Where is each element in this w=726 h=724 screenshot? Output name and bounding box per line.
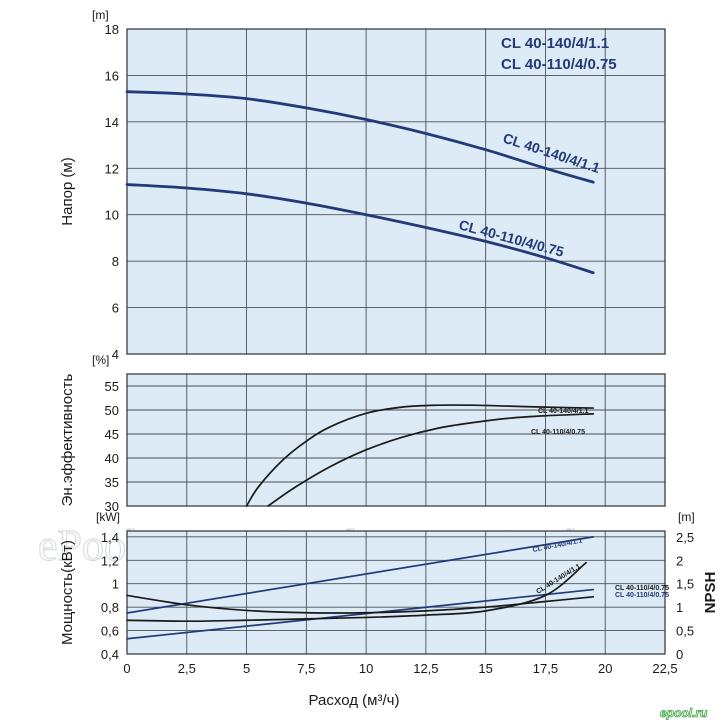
epool-logo: epool.ru	[660, 706, 709, 721]
y-tick-label: 1	[112, 577, 119, 592]
y2-tick-label: 2,5	[676, 530, 694, 545]
y-tick-label: 30	[105, 499, 119, 514]
series-line-head	[125, 90, 595, 184]
y-unit-label: [kW]	[96, 510, 120, 524]
x-axis-title: Расход (м³/ч)	[309, 692, 400, 709]
y2-tick-label: 0	[676, 647, 683, 662]
y-tick-label: 0,8	[101, 600, 119, 615]
panel-efficiency: 30 35 40 45 50 55 [%] Эн.эффективность CL 40-140…	[59, 353, 666, 514]
logo-text: epool.ru	[660, 706, 708, 720]
series-label: CL 40-110/4/0.75	[615, 585, 669, 592]
y2-tick-label: 2	[676, 553, 683, 568]
plot-area	[127, 29, 665, 354]
x-tick-label: 2,5	[178, 661, 196, 676]
series-label: CL 40-110/4/0.75	[531, 429, 585, 436]
y-tick-label: 16	[105, 68, 119, 83]
series-line-power_npsh	[126, 594, 595, 614]
y-tick-label: 18	[105, 22, 119, 37]
x-tick-label: 5	[243, 661, 250, 676]
y-tick-label: 35	[105, 475, 119, 490]
y-tick-label: 14	[105, 115, 119, 130]
series-line-efficiency	[267, 412, 595, 507]
y-tick-label: 0,6	[101, 624, 119, 639]
y-axis-title: Напор (м)	[59, 157, 76, 225]
y2-tick-label: 0,5	[676, 624, 694, 639]
series-label: CL 40-110/4/0.75	[615, 592, 669, 599]
series-line-head	[125, 183, 595, 275]
y-axis-title: Мощность(кВт)	[59, 540, 76, 645]
x-tick-label: 20	[598, 661, 612, 676]
series-line-efficiency	[245, 404, 595, 507]
y-tick-label: 0,4	[101, 647, 119, 662]
y-axis-title: Эн.эффективность	[59, 373, 76, 506]
y-tick-label: 55	[105, 379, 119, 394]
y-tick-label: 40	[105, 451, 119, 466]
x-tick-label: 22,5	[652, 661, 677, 676]
plot-border	[126, 530, 666, 655]
y-unit-label: [m]	[92, 8, 109, 22]
plot-border	[126, 28, 666, 355]
y-tick-label: 10	[105, 208, 119, 223]
legend-entry: CL 40-140/4/1.1	[501, 35, 609, 52]
series-line-power_npsh	[126, 536, 595, 614]
y-unit-label: [%]	[92, 353, 109, 367]
y-tick-label: 1,2	[101, 553, 119, 568]
plot-area	[127, 531, 665, 654]
panel-power_npsh: 0,4 0,6 0,8 1 1,2 1,4 [kW] Мощность(кВт) 0 0,5 1 1,…	[59, 510, 719, 709]
legend-entry: CL 40-110/4/0.75	[501, 56, 617, 73]
x-tick-label: 12,5	[413, 661, 438, 676]
x-tick-label: 10	[359, 661, 373, 676]
y2-axis-title: NPSH	[702, 572, 719, 614]
x-tick-label: 0	[123, 661, 130, 676]
x-tick-label: 17,5	[533, 661, 558, 676]
y-tick-label: 8	[112, 254, 119, 269]
series-label: CL 40-140/4/1.1	[538, 408, 589, 415]
panel-head: 4 6 8 10 12 14 16 18[m] Напор (м) CL 40-140/4/1.1…	[59, 8, 666, 362]
x-tick-label: 15	[478, 661, 492, 676]
y-tick-label: 50	[105, 403, 119, 418]
y-tick-label: 1,4	[101, 530, 119, 545]
y-tick-label: 6	[112, 301, 119, 316]
plot-border	[126, 373, 666, 507]
series-line-power_npsh	[126, 588, 595, 640]
x-tick-label: 7,5	[297, 661, 315, 676]
y-tick-label: 45	[105, 427, 119, 442]
y2-tick-label: 1,5	[676, 577, 694, 592]
y-tick-label: 12	[105, 161, 119, 176]
y2-tick-label: 1	[676, 600, 683, 615]
y-tick-label: 4	[112, 347, 119, 362]
y2-unit-label: [m]	[678, 510, 695, 524]
series-line-power_npsh	[126, 561, 587, 623]
